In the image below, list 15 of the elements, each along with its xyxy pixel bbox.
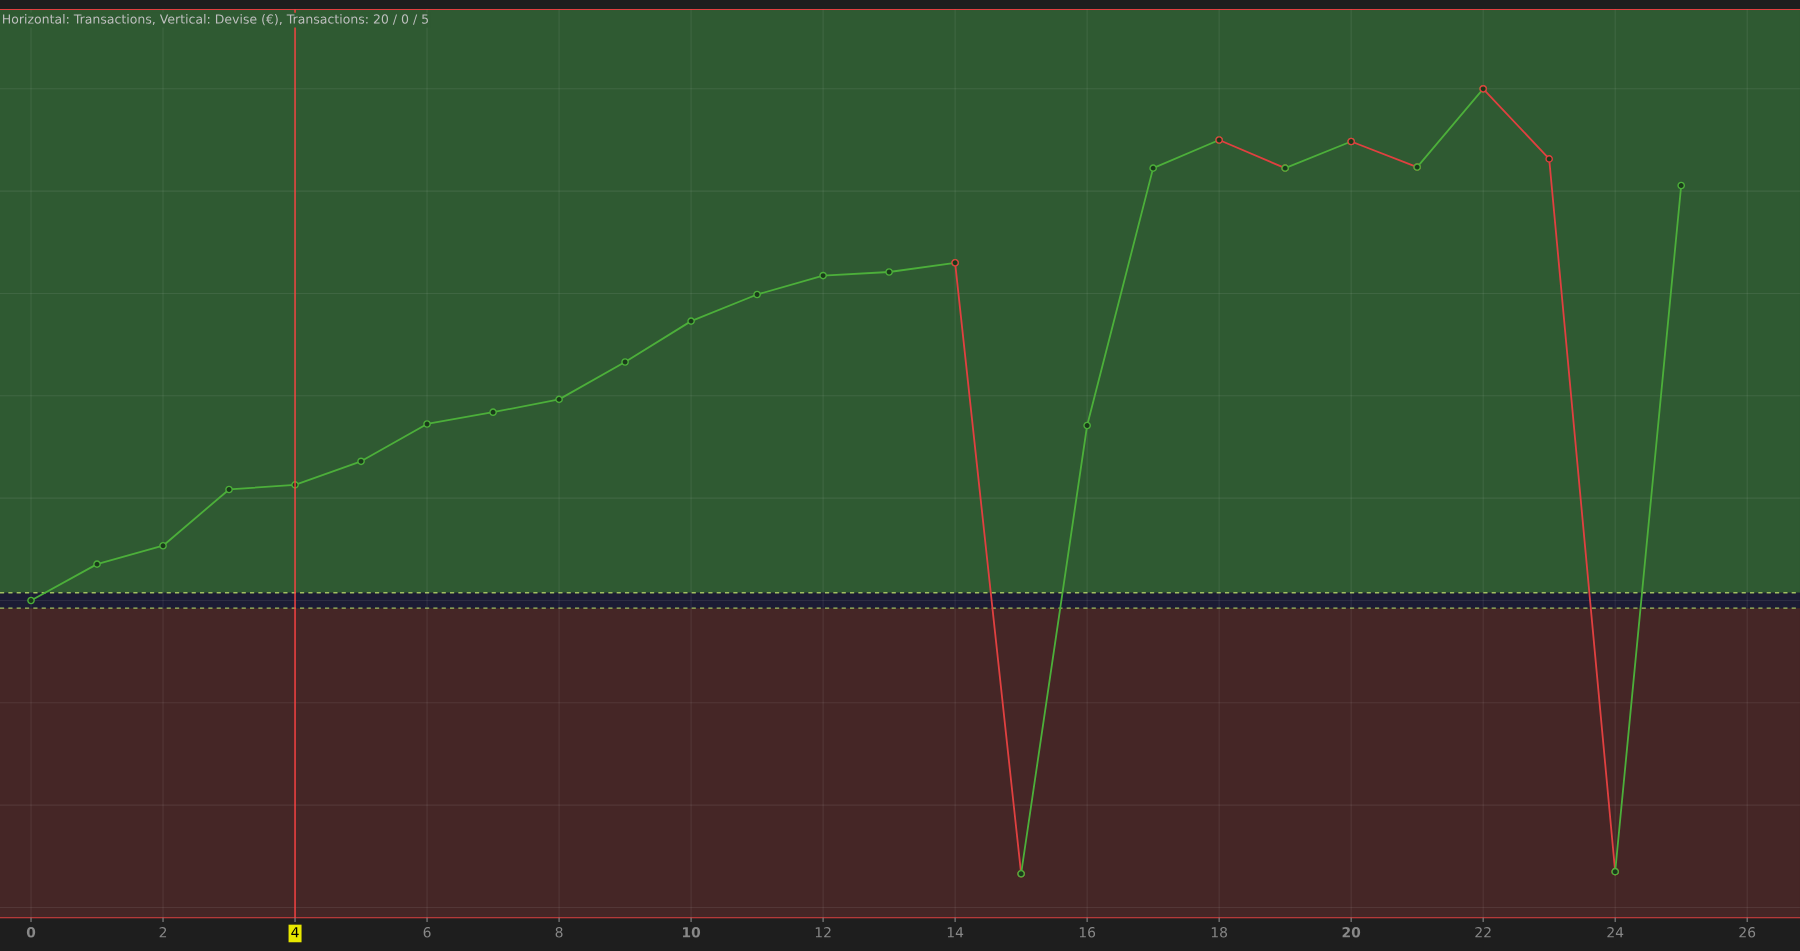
x-tick-label: 18 — [1211, 926, 1228, 938]
chart-title: Horizontal: Transactions, Vertical: Devise (€), Transactions: 20 / 0 / 5 — [3, 14, 428, 26]
x-tick-label: 4 — [291, 927, 299, 938]
x-tick-label: 16 — [1079, 926, 1096, 938]
x-tick-label: 6 — [423, 926, 431, 938]
x-tick-label: 22 — [1475, 926, 1491, 938]
x-tick-label: 10 — [682, 926, 701, 938]
x-tick-label: 26 — [1739, 926, 1756, 938]
x-tick-label: 12 — [815, 926, 831, 938]
x-tick-label: 20 — [1342, 926, 1361, 938]
x-tick-label: 2 — [159, 926, 167, 938]
x-tick-label: 8 — [555, 926, 563, 938]
x-tick-label: 24 — [1607, 926, 1624, 938]
x-tick-label: 0 — [26, 926, 36, 938]
x-tick-label: 14 — [947, 927, 964, 938]
